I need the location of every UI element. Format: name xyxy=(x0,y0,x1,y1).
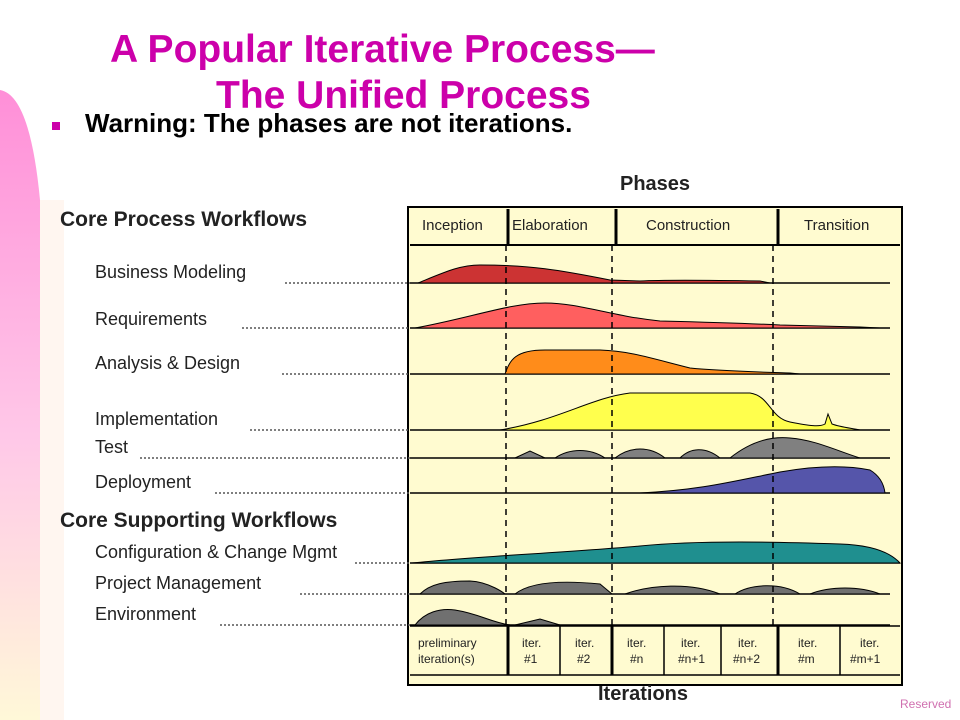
iteration-boundaries xyxy=(505,245,774,628)
page-title-line-1: A Popular Iterative Process— xyxy=(110,28,655,71)
bullet-marker xyxy=(52,122,60,130)
decorative-sidebar xyxy=(0,90,64,720)
page-title-line-2: The Unified Process xyxy=(216,74,591,117)
iteration-m1-l2: #m+1 xyxy=(850,652,881,666)
iteration-n-l2: #n xyxy=(630,652,643,666)
phase-transition: Transition xyxy=(804,217,869,234)
phase-construction: Construction xyxy=(646,217,730,234)
phases-header: Phases xyxy=(620,173,690,195)
workflow-label-deployment: Deployment xyxy=(95,472,191,492)
core-process-heading: Core Process Workflows xyxy=(60,208,307,231)
iteration-n2-l1: iter. xyxy=(738,636,757,650)
workflow-label-project-management: Project Management xyxy=(95,573,261,593)
label-leader-lines xyxy=(140,282,410,626)
curve-project-management xyxy=(418,580,881,595)
curve-config-change xyxy=(411,541,902,564)
footer-copyright: Reserved xyxy=(900,697,952,711)
workflow-label-test: Test xyxy=(95,437,128,457)
iteration-n2-l2: #n+2 xyxy=(733,652,760,666)
phase-header-row xyxy=(410,209,900,246)
iteration-row xyxy=(410,625,900,676)
phase-inception: Inception xyxy=(422,217,483,234)
curve-deployment xyxy=(639,466,886,494)
phase-elaboration: Elaboration xyxy=(512,217,588,234)
workflow-label-environment: Environment xyxy=(95,604,196,624)
core-supporting-heading: Core Supporting Workflows xyxy=(60,509,337,532)
curve-test xyxy=(514,437,861,459)
iteration-2-l1: iter. xyxy=(575,636,594,650)
iteration-m-l1: iter. xyxy=(798,636,817,650)
curve-analysis-design xyxy=(504,349,801,375)
iteration-1-l2: #1 xyxy=(524,652,538,666)
workflow-label-analysis-design: Analysis & Design xyxy=(95,353,240,373)
iteration-2-l2: #2 xyxy=(577,652,591,666)
workflow-label-config-change: Configuration & Change Mgmt xyxy=(95,542,337,562)
iterations-header: Iterations xyxy=(598,683,688,705)
iteration-n1-l1: iter. xyxy=(681,636,700,650)
warning-bullet-text: Warning: The phases are not iterations. xyxy=(85,108,573,138)
curve-environment xyxy=(413,609,561,626)
curve-implementation xyxy=(499,392,861,431)
workflow-label-business-modeling: Business Modeling xyxy=(95,262,246,282)
curve-requirements xyxy=(414,302,881,329)
iteration-preliminary-l1: preliminary xyxy=(418,636,477,650)
iteration-n1-l2: #n+1 xyxy=(678,652,705,666)
iteration-m-l2: #m xyxy=(798,652,815,666)
iteration-labels: preliminary iteration(s) iter. #1 iter. … xyxy=(418,636,881,666)
workflow-label-implementation: Implementation xyxy=(95,409,218,429)
iteration-1-l1: iter. xyxy=(522,636,541,650)
iteration-preliminary-l2: iteration(s) xyxy=(418,652,475,666)
iteration-n-l1: iter. xyxy=(627,636,646,650)
workflow-label-requirements: Requirements xyxy=(95,309,207,329)
iteration-m1-l1: iter. xyxy=(860,636,879,650)
